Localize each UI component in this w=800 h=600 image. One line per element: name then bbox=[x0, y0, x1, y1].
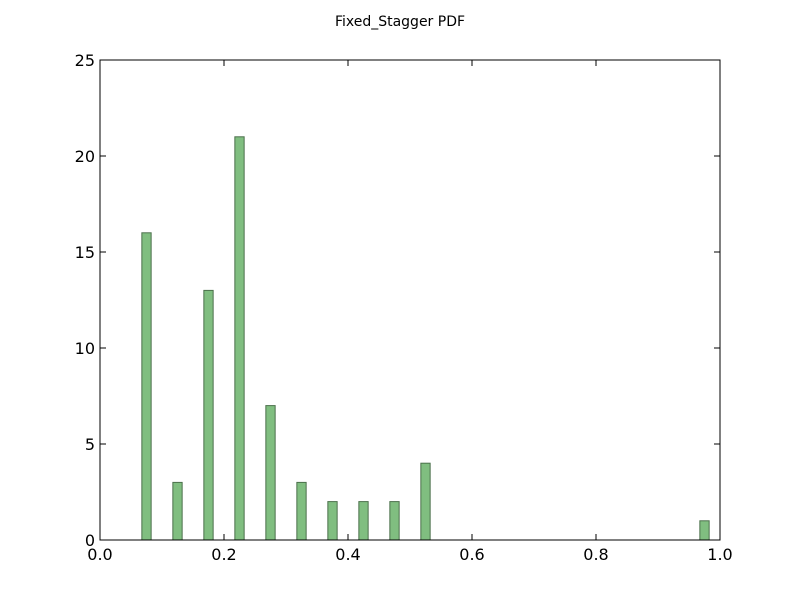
y-tick-label-0: 0 bbox=[85, 531, 95, 550]
chart-title: Fixed_Stagger PDF bbox=[335, 14, 465, 30]
x-tick-label-5: 1.0 bbox=[707, 545, 732, 564]
bars-layer bbox=[141, 136, 710, 541]
y-tick-label-5: 25 bbox=[75, 51, 95, 70]
y-tick-label-4: 20 bbox=[75, 147, 95, 166]
x-tick-label-0: 0.0 bbox=[87, 545, 112, 564]
bar-1 bbox=[172, 481, 183, 541]
x-tick-label-4: 0.8 bbox=[583, 545, 608, 564]
bar-5 bbox=[296, 481, 307, 541]
tick-labels-layer: 0.0 0.2 0.4 0.6 0.8 1.0 0 5 10 15 20 25 bbox=[75, 51, 733, 564]
y-tick-label-2: 10 bbox=[75, 339, 95, 358]
bar-2 bbox=[203, 289, 214, 541]
ticks-layer bbox=[99, 59, 721, 541]
bar-7 bbox=[358, 501, 369, 541]
y-tick-label-3: 15 bbox=[75, 243, 95, 262]
y-tick-label-1: 5 bbox=[85, 435, 95, 454]
x-tick-label-3: 0.6 bbox=[459, 545, 484, 564]
bar-18 bbox=[699, 520, 710, 541]
x-tick-label-2: 0.4 bbox=[335, 545, 360, 564]
bar-9 bbox=[420, 462, 431, 541]
bar-3 bbox=[234, 136, 245, 541]
bar-8 bbox=[389, 501, 400, 541]
bar-6 bbox=[327, 501, 338, 541]
bar-4 bbox=[265, 405, 276, 541]
x-tick-label-1: 0.2 bbox=[211, 545, 236, 564]
bar-0 bbox=[141, 232, 152, 541]
plot-frame bbox=[99, 59, 721, 541]
